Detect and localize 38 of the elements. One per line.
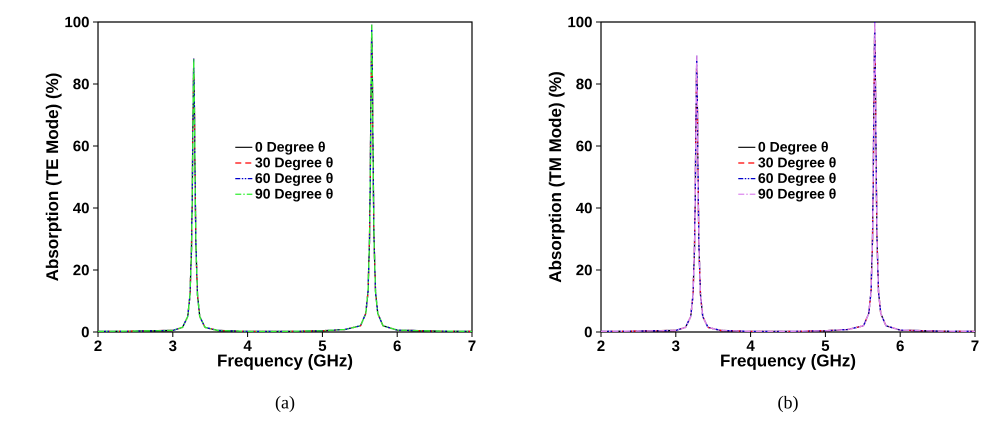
y-tick-label: 20 bbox=[73, 264, 89, 276]
x-tick-label: 5 bbox=[822, 340, 830, 351]
y-tick-label: 60 bbox=[73, 140, 89, 152]
text: (b) bbox=[778, 396, 798, 412]
y-tick-label: 60 bbox=[576, 140, 592, 152]
legend-label: 0 Degree θ bbox=[255, 142, 325, 155]
legend-label: 0 Degree θ bbox=[758, 142, 828, 155]
y-tick-label: 80 bbox=[73, 78, 89, 90]
legend-label: 90 Degree θ bbox=[758, 188, 836, 202]
x-axis-title: Frequency (GHz) bbox=[218, 354, 352, 370]
x-tick-label: 6 bbox=[394, 340, 401, 352]
y-tick-label: 40 bbox=[576, 202, 592, 214]
legend-label: 60 Degree θ bbox=[255, 172, 333, 186]
x-tick-label: 3 bbox=[672, 340, 680, 352]
x-tick-label: 5 bbox=[318, 340, 326, 351]
x-tick-label: 4 bbox=[244, 340, 252, 351]
y-tick-label: 80 bbox=[576, 78, 592, 90]
x-tick-label: 4 bbox=[746, 340, 755, 351]
y-tick-label: 20 bbox=[576, 264, 592, 276]
legend-label: 30 Degree θ bbox=[255, 157, 333, 170]
y-tick-label: 40 bbox=[73, 202, 89, 214]
x-tick-label: 7 bbox=[468, 340, 476, 351]
y-tick-label: 0 bbox=[584, 326, 592, 338]
legend-label: 30 Degree θ bbox=[758, 157, 836, 170]
y-tick-label: 100 bbox=[65, 16, 89, 28]
y-axis-title: Absorption (TE Mode) (%) bbox=[46, 73, 62, 281]
y-tick-label: 100 bbox=[568, 16, 592, 28]
y-tick-label: 0 bbox=[82, 326, 89, 338]
legend-label: 90 Degree θ bbox=[255, 188, 333, 202]
legend-label: 60 Degree θ bbox=[758, 172, 836, 186]
text: (a) bbox=[276, 396, 294, 412]
y-axis-title: Absorption (TM Mode) (%) bbox=[548, 72, 565, 282]
x-tick-label: 2 bbox=[94, 340, 102, 351]
x-tick-label: 7 bbox=[971, 340, 979, 351]
x-tick-label: 2 bbox=[597, 340, 605, 351]
x-tick-label: 3 bbox=[168, 340, 176, 352]
x-axis-title: Frequency (GHz) bbox=[721, 354, 856, 370]
x-tick-label: 6 bbox=[896, 340, 904, 352]
